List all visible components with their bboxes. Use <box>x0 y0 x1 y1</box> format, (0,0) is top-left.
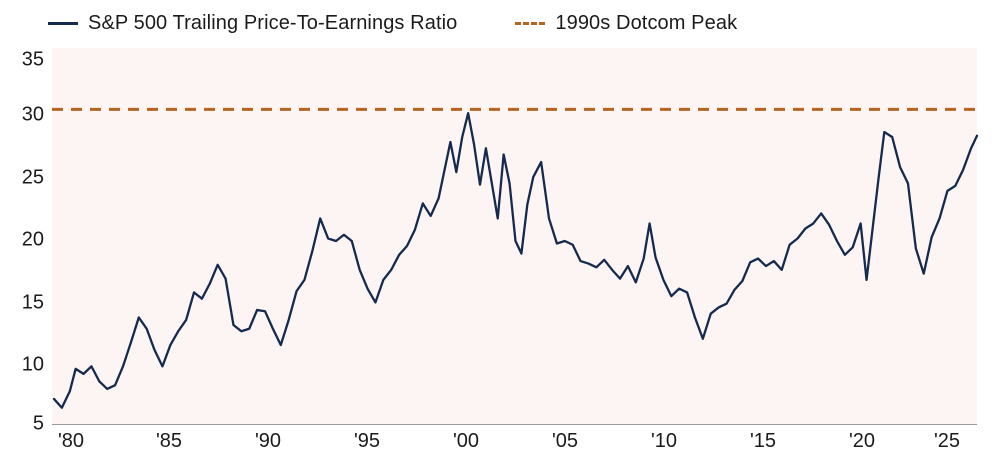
x-axis-line <box>52 424 977 425</box>
legend-item-reference[interactable]: 1990s Dotcom Peak <box>515 12 737 35</box>
x-tick-2000: '00 <box>452 430 480 452</box>
x-tick-1985: '85 <box>155 430 183 452</box>
sp500-pe-ratio-line <box>52 112 979 409</box>
x-tick-1980: '80 <box>57 430 85 452</box>
y-axis: 35 30 25 20 15 10 5 <box>0 0 44 465</box>
x-tick-2005: '05 <box>551 430 579 452</box>
legend-label-reference: 1990s Dotcom Peak <box>555 11 738 34</box>
x-tick-1990: '90 <box>254 430 282 452</box>
x-tick-2025: '25 <box>933 430 961 452</box>
x-tick-2020: '20 <box>848 430 876 452</box>
legend-item-series[interactable]: S&P 500 Trailing Price-To-Earnings Ratio <box>48 12 457 35</box>
y-tick-25: 25 <box>21 166 44 189</box>
y-tick-10: 10 <box>21 353 44 376</box>
legend-swatch-dashed-line-icon <box>515 21 546 25</box>
x-tick-1995: '95 <box>353 430 381 452</box>
y-tick-35: 35 <box>21 48 44 71</box>
chart-plot-svg <box>52 107 979 409</box>
legend-label-series: S&P 500 Trailing Price-To-Earnings Ratio <box>88 11 458 34</box>
y-tick-30: 30 <box>21 103 44 126</box>
chart-legend: S&P 500 Trailing Price-To-Earnings Ratio… <box>0 0 995 46</box>
legend-swatch-solid-line-icon <box>48 21 78 25</box>
y-tick-5: 5 <box>32 412 44 435</box>
x-tick-2015: '15 <box>749 430 777 452</box>
y-tick-15: 15 <box>21 291 44 314</box>
x-tick-2010: '10 <box>650 430 678 452</box>
y-tick-20: 20 <box>21 228 44 251</box>
x-axis: '80 '85 '90 '95 '00 '05 '10 '15 '20 '25 <box>0 430 995 460</box>
